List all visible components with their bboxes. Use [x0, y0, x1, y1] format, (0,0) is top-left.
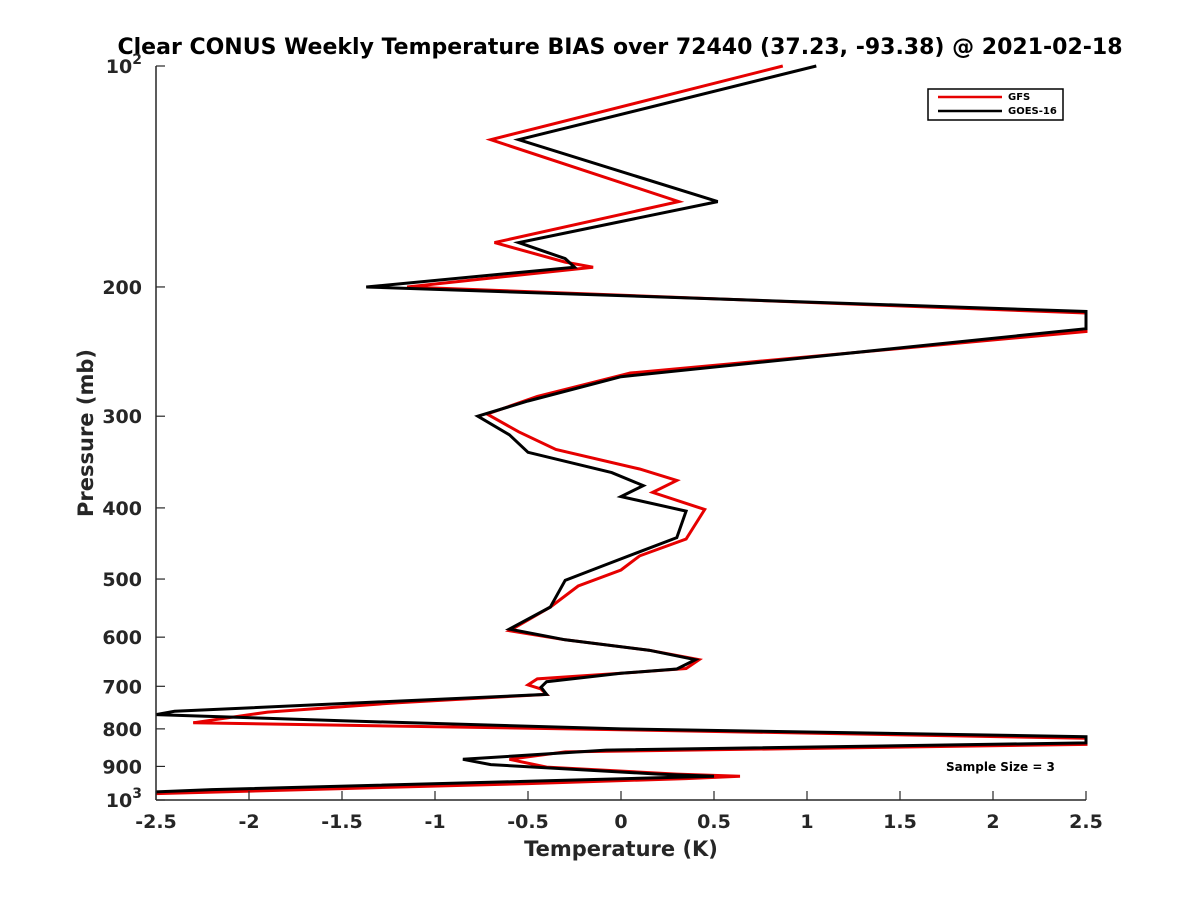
y-tick-label: 700 — [102, 676, 142, 698]
y-tick-label: 300 — [102, 406, 142, 428]
plot-background — [156, 66, 1086, 800]
x-tick-label: -1.5 — [321, 811, 363, 833]
y-tick-label: 103 — [106, 786, 142, 812]
x-tick-label: -0.5 — [507, 811, 549, 833]
legend: GFS GOES-16 — [927, 88, 1064, 121]
x-tick-label: 1.5 — [883, 811, 917, 833]
y-tick-label: 600 — [102, 627, 142, 649]
plot-area: -2.5 -2 -1.5 -1 -0.5 0 0.5 1 1.5 2 2.5 102 200 300 40… — [102, 52, 1103, 833]
chart-title: Clear CONUS Weekly Temperature BIAS over… — [117, 35, 1122, 60]
x-axis-label: Temperature (K) — [524, 837, 718, 861]
y-tick-label: 102 — [106, 52, 142, 78]
x-tick-label: -2 — [238, 811, 259, 833]
x-tick-label: -2.5 — [135, 811, 177, 833]
y-tick-label: 200 — [102, 277, 142, 299]
x-tick-label: 1 — [800, 811, 813, 833]
legend-box — [927, 88, 1064, 121]
legend-label-gfs: GFS — [1008, 92, 1030, 103]
y-tick-label: 400 — [102, 498, 142, 520]
y-tick-label: 500 — [102, 569, 142, 591]
x-axis-ticks: -2.5 -2 -1.5 -1 -0.5 0 0.5 1 1.5 2 2.5 — [135, 791, 1103, 833]
series-layer — [155, 64, 1088, 796]
y-axis-label: Pressure (mb) — [74, 349, 98, 517]
series-line-goes16 — [155, 64, 1088, 794]
y-tick-label: 800 — [102, 719, 142, 741]
y-axis-ticks: 102 200 300 400 500 600 700 800 900 103 — [102, 52, 165, 812]
x-tick-label: 2 — [986, 811, 999, 833]
x-tick-label: -1 — [424, 811, 445, 833]
sample-size-annotation: Sample Size = 3 — [946, 760, 1055, 774]
x-tick-label: 0.5 — [697, 811, 731, 833]
x-tick-label: 2.5 — [1069, 811, 1103, 833]
legend-label-goes16: GOES-16 — [1008, 106, 1057, 117]
x-tick-label: 0 — [614, 811, 627, 833]
y-tick-label: 900 — [102, 756, 142, 778]
